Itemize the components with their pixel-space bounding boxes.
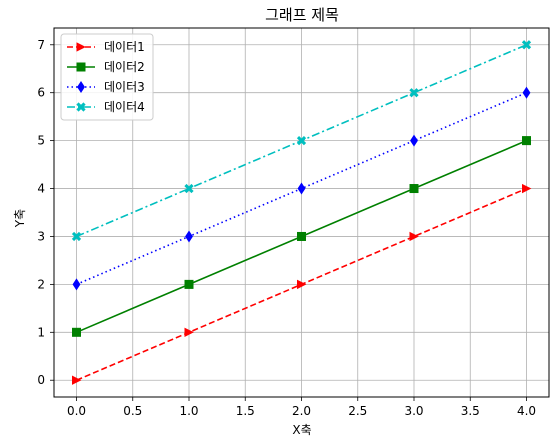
data-point bbox=[184, 327, 194, 337]
legend-label: 데이터3 bbox=[104, 80, 145, 94]
x-tick-label: 3.5 bbox=[461, 404, 480, 418]
data-point bbox=[296, 279, 307, 290]
data-point bbox=[410, 134, 418, 147]
x-tick-label: 2.5 bbox=[348, 404, 367, 418]
legend-label: 데이터1 bbox=[104, 40, 145, 54]
series-2 bbox=[72, 136, 531, 337]
legend-marker bbox=[76, 62, 86, 72]
data-point bbox=[296, 135, 307, 146]
y-axis-ticks: 0 1 2 3 4 5 6 7 bbox=[37, 38, 54, 387]
data-point bbox=[297, 182, 306, 195]
data-point bbox=[521, 40, 532, 50]
legend-entry: 데이터1 bbox=[67, 40, 145, 54]
y-tick-label: 7 bbox=[37, 38, 45, 52]
series-line bbox=[76, 91, 527, 286]
data-point bbox=[409, 88, 419, 98]
x-axis-ticks: 0.0 0.5 1.0 1.5 2.0 2.5 3.0 3.5 4.0 bbox=[67, 397, 536, 418]
x-tick-label: 1.5 bbox=[236, 404, 255, 418]
series-lines bbox=[71, 40, 532, 385]
y-tick-label: 0 bbox=[37, 373, 45, 387]
data-point bbox=[184, 183, 194, 194]
legend-entry: 데이터4 bbox=[67, 100, 145, 114]
chart-title: 그래프 제목 bbox=[265, 6, 339, 24]
x-tick-label: 1.0 bbox=[179, 404, 198, 418]
series-3 bbox=[72, 86, 531, 291]
legend-label: 데이터2 bbox=[104, 60, 145, 74]
y-tick-label: 1 bbox=[37, 325, 45, 339]
y-tick-label: 4 bbox=[37, 182, 45, 196]
legend-marker bbox=[76, 42, 86, 52]
data-point bbox=[72, 375, 82, 385]
data-point bbox=[409, 231, 419, 242]
data-point bbox=[296, 231, 306, 241]
x-tick-label: 0.0 bbox=[67, 404, 86, 418]
x-tick-label: 0.5 bbox=[123, 404, 142, 418]
y-axis-label: Y축 bbox=[13, 209, 27, 228]
data-point bbox=[72, 278, 81, 291]
data-point bbox=[184, 279, 194, 289]
series-4 bbox=[71, 40, 532, 242]
legend-box bbox=[60, 33, 154, 121]
x-axis-label: X축 bbox=[292, 423, 311, 437]
y-tick-label: 3 bbox=[37, 229, 45, 243]
legend-entry: 데이터2 bbox=[67, 60, 145, 74]
legend-entry: 데이터3 bbox=[67, 80, 145, 94]
data-point bbox=[522, 86, 531, 99]
x-tick-label: 4.0 bbox=[517, 404, 536, 418]
y-tick-label: 6 bbox=[37, 86, 45, 100]
y-tick-label: 5 bbox=[37, 134, 45, 148]
data-point bbox=[521, 183, 532, 194]
data-point bbox=[72, 327, 82, 337]
series-1 bbox=[72, 183, 532, 385]
legend: 데이터1 데이터2 데이터3 데이터4 bbox=[60, 33, 154, 121]
y-tick-label: 2 bbox=[37, 277, 45, 291]
data-point bbox=[409, 184, 419, 194]
legend-marker bbox=[77, 80, 85, 94]
data-point bbox=[71, 231, 82, 242]
data-point bbox=[521, 136, 531, 146]
data-point bbox=[185, 230, 193, 243]
legend-marker bbox=[76, 102, 86, 112]
x-tick-label: 3.0 bbox=[404, 404, 423, 418]
legend-label: 데이터4 bbox=[104, 100, 145, 114]
x-tick-label: 2.0 bbox=[292, 404, 311, 418]
